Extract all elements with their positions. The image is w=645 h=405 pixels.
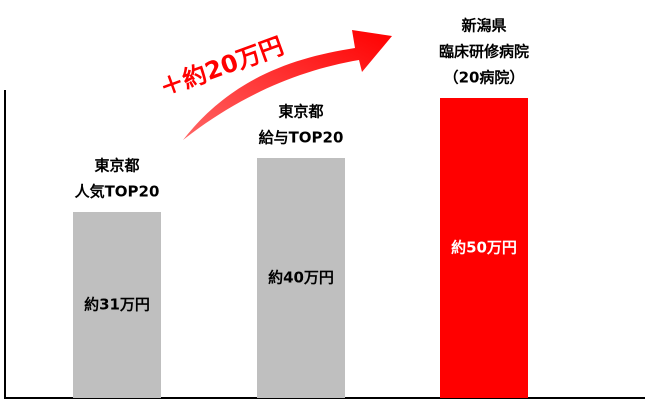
bar	[257, 158, 345, 398]
category-label: 臨床研修病院	[439, 43, 529, 61]
value-label: 約50万円	[451, 239, 517, 257]
category-label: 給与TOP20	[259, 129, 344, 147]
bar	[73, 212, 161, 398]
category-label: 新潟県	[461, 17, 506, 35]
increase-arrow	[183, 30, 392, 140]
value-label: 約31万円	[84, 296, 150, 314]
category-label: 東京都	[278, 103, 323, 121]
category-label: 東京都	[94, 157, 139, 175]
category-label: （20病院）	[444, 69, 525, 87]
value-label: 約40万円	[268, 269, 334, 287]
annotation: ＋約20万円	[156, 32, 287, 103]
category-label: 人気TOP20	[75, 183, 160, 201]
bar	[440, 98, 528, 398]
